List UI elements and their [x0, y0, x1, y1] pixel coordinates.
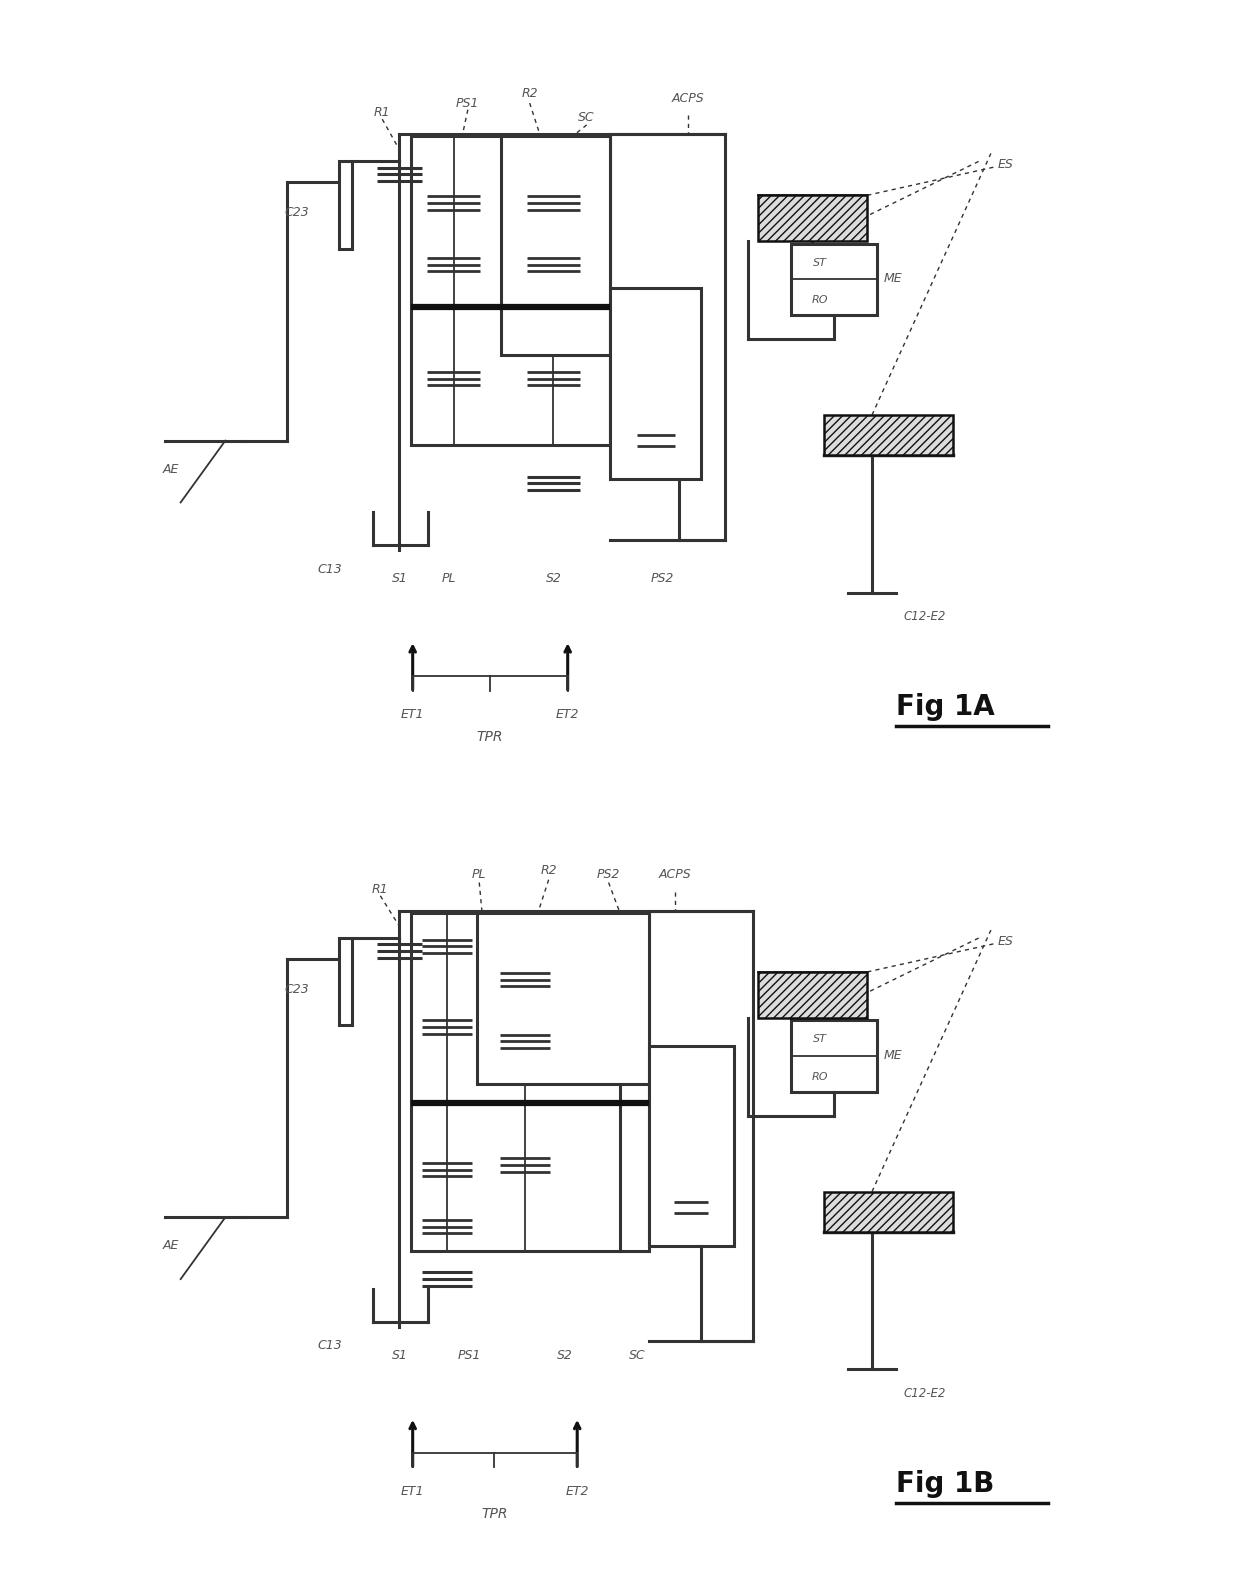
- Text: ET1: ET1: [401, 1485, 424, 1498]
- Text: ES: ES: [997, 158, 1013, 171]
- Text: ME: ME: [883, 1049, 901, 1062]
- Text: SC: SC: [629, 1349, 646, 1362]
- Text: PS1: PS1: [456, 97, 480, 109]
- Text: AE: AE: [162, 463, 180, 476]
- Bar: [791, 244, 877, 315]
- Bar: [758, 972, 867, 1018]
- Text: S1: S1: [392, 1349, 407, 1362]
- Text: TPR: TPR: [481, 1507, 507, 1522]
- Text: ST: ST: [812, 1035, 827, 1045]
- Text: AE: AE: [162, 1239, 180, 1252]
- Text: R1: R1: [372, 883, 388, 896]
- Bar: [340, 162, 352, 249]
- Bar: [477, 913, 649, 1084]
- Text: Fig 1B: Fig 1B: [895, 1469, 994, 1498]
- Text: ET2: ET2: [556, 708, 579, 721]
- Bar: [410, 913, 649, 1251]
- Text: ET2: ET2: [565, 1485, 589, 1498]
- Text: C23: C23: [284, 206, 309, 219]
- Text: R2: R2: [541, 864, 557, 877]
- Text: C13: C13: [317, 563, 342, 575]
- Text: ACPS: ACPS: [672, 92, 704, 105]
- Bar: [410, 136, 610, 445]
- Text: SC: SC: [578, 111, 595, 124]
- Text: C12-E2: C12-E2: [904, 1387, 946, 1400]
- Text: ACPS: ACPS: [658, 869, 692, 881]
- Text: C13: C13: [317, 1339, 342, 1352]
- Text: ME: ME: [883, 273, 901, 285]
- Text: RO: RO: [811, 295, 828, 304]
- Bar: [610, 288, 701, 479]
- Text: PL: PL: [472, 869, 486, 881]
- Bar: [340, 938, 352, 1025]
- Text: C12-E2: C12-E2: [904, 610, 946, 623]
- Text: Fig 1A: Fig 1A: [895, 693, 994, 721]
- Bar: [825, 1192, 952, 1232]
- Text: TPR: TPR: [476, 731, 503, 745]
- Bar: [501, 136, 610, 355]
- Bar: [791, 1021, 877, 1092]
- Bar: [825, 415, 952, 455]
- Text: PL: PL: [441, 572, 456, 585]
- Text: R2: R2: [521, 87, 538, 100]
- Text: ES: ES: [997, 935, 1013, 948]
- Text: PS2: PS2: [596, 869, 620, 881]
- Text: C23: C23: [284, 983, 309, 995]
- Text: PS1: PS1: [458, 1349, 481, 1362]
- Bar: [758, 195, 867, 241]
- Text: ET1: ET1: [401, 708, 424, 721]
- Text: RO: RO: [811, 1071, 828, 1081]
- Text: S2: S2: [557, 1349, 573, 1362]
- Text: ST: ST: [812, 258, 827, 268]
- Text: S1: S1: [392, 572, 407, 585]
- Text: R1: R1: [374, 106, 391, 119]
- Text: PS2: PS2: [651, 572, 675, 585]
- Bar: [649, 1046, 734, 1246]
- Text: S2: S2: [546, 572, 562, 585]
